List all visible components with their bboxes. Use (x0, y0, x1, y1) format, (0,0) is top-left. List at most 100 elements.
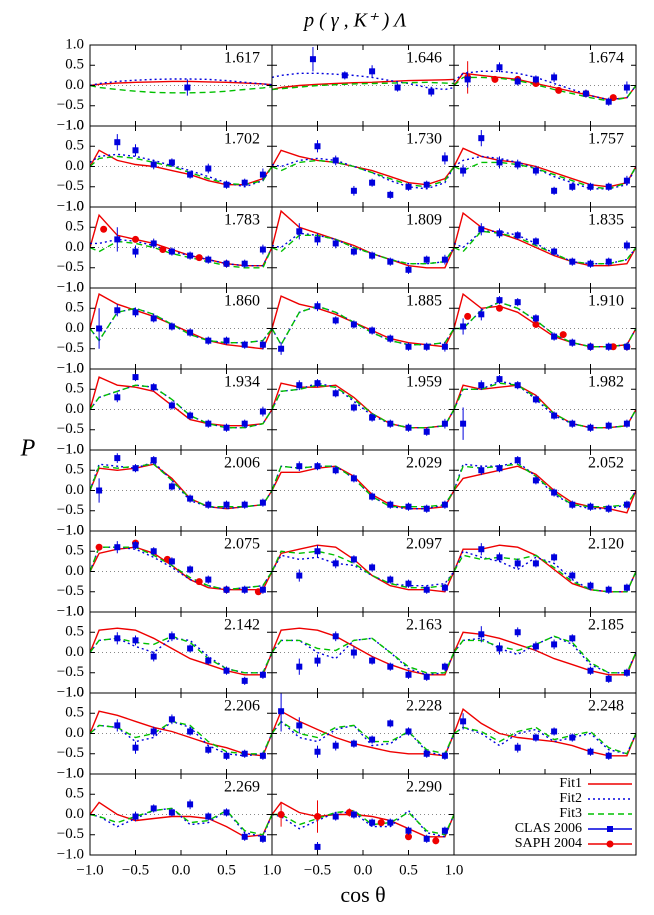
fit-curve (90, 84, 272, 94)
data-point (168, 402, 175, 409)
data-point (241, 833, 248, 840)
fit-curve (272, 465, 454, 510)
data-point (478, 546, 485, 553)
panel (272, 627, 454, 681)
data-point (623, 501, 630, 508)
data-point (514, 161, 521, 168)
data-point (623, 343, 630, 350)
fit-curve (272, 159, 454, 188)
data-point (132, 309, 139, 316)
y-tick-label: 1.0 (65, 117, 84, 133)
data-point (551, 489, 558, 496)
y-tick-label: 0.5 (65, 57, 84, 73)
data-point (551, 74, 558, 81)
y-tick-label: 1.0 (65, 441, 84, 457)
data-point (205, 501, 212, 508)
fit-curve (454, 382, 636, 429)
data-point (132, 744, 139, 751)
fit-curve (90, 238, 272, 267)
data-point (184, 84, 191, 91)
fit-curve (454, 550, 636, 593)
data-point (369, 252, 376, 259)
y-tick-label: 0.5 (65, 705, 84, 721)
panel-label: 2.185 (588, 617, 624, 634)
data-point (223, 809, 230, 816)
data-point (623, 242, 630, 249)
panel-label: 1.910 (588, 293, 624, 310)
fit-curve (272, 544, 454, 593)
data-point (441, 256, 448, 263)
data-point (441, 827, 448, 834)
panel-label: 1.835 (588, 212, 624, 229)
data-point (405, 266, 412, 273)
y-tick-label: 0.5 (65, 219, 84, 235)
data-point (423, 343, 430, 350)
data-point (491, 75, 499, 83)
data-point (569, 635, 576, 642)
fit-curve (90, 546, 272, 591)
data-point (441, 584, 448, 591)
fit-curve (272, 149, 454, 186)
data-point (168, 159, 175, 166)
data-point (623, 584, 630, 591)
data-point (532, 167, 539, 174)
panel (90, 373, 272, 432)
panel-label: 1.617 (224, 50, 260, 67)
fit-curve (90, 807, 272, 836)
data-point (587, 503, 594, 510)
data-point (569, 501, 576, 508)
data-point (587, 667, 594, 674)
data-point (277, 811, 285, 818)
data-point (259, 246, 266, 253)
fit-curve (272, 157, 454, 190)
panel (272, 140, 454, 199)
panel-label: 2.029 (406, 455, 442, 472)
data-point (514, 560, 521, 567)
y-tick-label: −1.0 (57, 279, 84, 295)
fit-curve (90, 384, 272, 429)
y-tick-label: −1.0 (57, 441, 84, 457)
panel-label: 1.959 (406, 374, 442, 391)
data-point (95, 543, 103, 551)
data-point (350, 321, 357, 328)
fit-curve (272, 809, 454, 838)
panel (272, 461, 454, 513)
data-point (605, 98, 612, 105)
data-point (405, 671, 412, 678)
fit-curve (272, 384, 454, 429)
data-point (460, 718, 467, 725)
data-point (187, 329, 194, 336)
fit-curve (272, 465, 454, 508)
fit-curve (90, 463, 272, 508)
y-tick-label: −1.0 (57, 765, 84, 781)
y-tick-label: −1.0 (57, 684, 84, 700)
data-point (496, 554, 503, 561)
data-point (223, 586, 230, 593)
legend-label: Fit2 (559, 791, 582, 806)
data-point (168, 716, 175, 723)
data-point (314, 380, 321, 387)
x-tick-label: −1.0 (76, 862, 103, 878)
data-point (405, 827, 412, 834)
y-tick-label: 1.0 (65, 36, 84, 52)
panel (454, 292, 636, 351)
y-tick-label: −1.0 (57, 603, 84, 619)
fit-curve (90, 710, 272, 757)
data-point (259, 171, 266, 178)
data-point (587, 343, 594, 350)
data-point (514, 299, 521, 306)
fit-curve (454, 230, 636, 265)
panel (272, 295, 454, 355)
data-point (350, 811, 357, 818)
data-point (405, 580, 412, 587)
data-point (114, 544, 121, 551)
data-point (296, 463, 303, 470)
data-point (205, 813, 212, 820)
data-point (478, 135, 485, 142)
data-point (441, 663, 448, 670)
data-point (405, 728, 412, 735)
panel (454, 211, 636, 268)
data-point (551, 554, 558, 561)
data-point (150, 161, 157, 168)
